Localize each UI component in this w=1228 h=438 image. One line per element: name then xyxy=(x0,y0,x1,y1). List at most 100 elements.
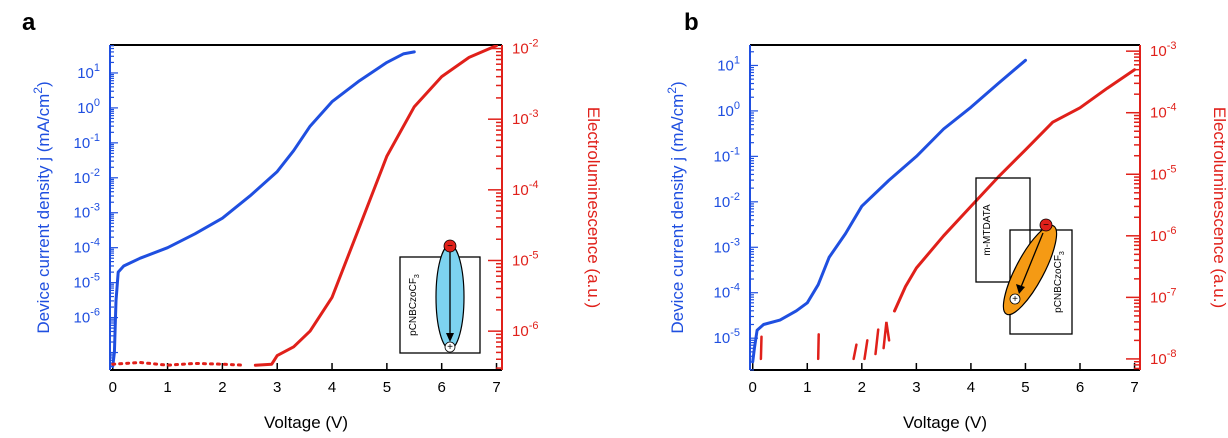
x-tick-label: 1 xyxy=(803,379,811,396)
axis-title-superscript: 2 xyxy=(31,87,45,94)
left-tick-label: 10-3 xyxy=(74,202,100,222)
tick-base: 10 xyxy=(74,310,91,327)
tick-base: 10 xyxy=(77,65,94,82)
electron-symbol: − xyxy=(447,241,453,252)
right-tick-label: 10-3 xyxy=(512,108,538,128)
x-axis-title: Voltage (V) xyxy=(903,413,987,432)
x-tick-label: 5 xyxy=(1021,379,1029,396)
noise-segment xyxy=(863,339,869,361)
left-tick-label: 10-4 xyxy=(714,282,740,302)
axis-title-end: ) xyxy=(668,81,687,87)
tick-base: 10 xyxy=(512,323,529,340)
x-tick-label: 7 xyxy=(492,379,500,396)
tick-base: 10 xyxy=(1150,228,1167,245)
right-tick-label: 10-5 xyxy=(1150,163,1176,183)
tick-base: 10 xyxy=(74,205,91,222)
tick-exponent: -6 xyxy=(1167,225,1177,237)
right-tick-label: 10-3 xyxy=(1150,40,1176,60)
panel-letter: a xyxy=(22,9,36,36)
tick-exponent: -7 xyxy=(1167,286,1177,298)
right-tick-label: 10-4 xyxy=(512,179,538,199)
electron-icon xyxy=(443,239,457,253)
left-tick-label: 10-6 xyxy=(74,307,100,327)
series-line-right-2 xyxy=(253,45,498,367)
x-tick-label: 4 xyxy=(328,379,336,396)
electron-icon xyxy=(1039,218,1053,232)
tick-base: 10 xyxy=(74,240,91,257)
inset-label-subscript: 3 xyxy=(414,274,421,278)
tick-exponent: -6 xyxy=(90,307,100,319)
tick-exponent: -2 xyxy=(90,167,100,179)
left-tick-label: 10-5 xyxy=(74,272,100,292)
series-line-right-1 xyxy=(111,361,246,367)
tick-exponent: -1 xyxy=(730,145,740,157)
noise-segment xyxy=(759,335,763,361)
tick-exponent: 0 xyxy=(734,100,740,112)
transfer-arrow-line xyxy=(1020,232,1044,288)
noise-segment xyxy=(882,321,891,350)
tick-exponent: -5 xyxy=(730,327,740,339)
x-tick-label: 4 xyxy=(967,379,975,396)
axis-title-end: ) xyxy=(34,81,53,87)
data-layer xyxy=(751,58,1136,364)
tick-exponent: -5 xyxy=(529,249,539,261)
tick-base: 10 xyxy=(74,170,91,187)
tick-base: 10 xyxy=(714,285,731,302)
transfer-arrow-head xyxy=(1016,284,1025,294)
tick-exponent: -3 xyxy=(730,236,740,248)
x-tick-label: 5 xyxy=(383,379,391,396)
noise-segment xyxy=(852,343,858,361)
tick-base: 10 xyxy=(1150,351,1167,368)
donor-label: m-MTDATA xyxy=(982,204,993,256)
inset-box xyxy=(399,256,481,354)
transfer-arrow-head xyxy=(446,333,454,342)
x-tick-label: 0 xyxy=(749,379,757,396)
tick-base: 10 xyxy=(717,103,734,120)
tick-exponent: -3 xyxy=(529,108,539,120)
series-line-left-0 xyxy=(751,58,1027,364)
tick-exponent: -6 xyxy=(529,320,539,332)
axis-title-main: Device current density j (mA/cm xyxy=(34,94,53,334)
x-tick-label: 1 xyxy=(163,379,171,396)
tick-base: 10 xyxy=(1150,166,1167,183)
series-line-right-1 xyxy=(893,68,1136,313)
tick-base: 10 xyxy=(512,41,529,58)
axis-title-main: Device current density j (mA/cm xyxy=(668,94,687,334)
tick-exponent: -4 xyxy=(529,179,539,191)
molecule-inset: − + pCNBCzoCF3 xyxy=(399,239,481,354)
right-tick-label: 10-8 xyxy=(1150,348,1176,368)
right-tick-label: 10-7 xyxy=(1150,286,1176,306)
tick-base: 10 xyxy=(77,100,94,117)
electron-symbol: − xyxy=(1043,220,1049,231)
tick-base: 10 xyxy=(714,148,731,165)
hole-icon xyxy=(1009,293,1021,305)
noise-segment xyxy=(874,328,880,356)
hole-icon xyxy=(444,341,456,353)
tick-base: 10 xyxy=(714,194,731,211)
tick-base: 10 xyxy=(74,275,91,292)
noise-segment xyxy=(816,333,820,361)
x-tick-label: 3 xyxy=(912,379,920,396)
right-tick-label: 10-5 xyxy=(512,249,538,269)
molecule-inset: − + m-MTDATA pCNBCzoCF3 xyxy=(975,177,1073,335)
tick-base: 10 xyxy=(512,111,529,128)
left-tick-label: 10-1 xyxy=(74,132,100,152)
x-tick-label: 2 xyxy=(218,379,226,396)
left-tick-label: 10-5 xyxy=(714,327,740,347)
hole-symbol: + xyxy=(1012,294,1018,305)
tick-base: 10 xyxy=(74,135,91,152)
left-tick-label: 10-4 xyxy=(74,237,100,257)
left-axis-title: Device current density j (mA/cm2) xyxy=(31,81,53,333)
x-tick-label: 6 xyxy=(1076,379,1084,396)
inset-label-main: pCNBCzoCF xyxy=(1053,255,1064,313)
left-axis-title: Device current density j (mA/cm2) xyxy=(665,81,687,333)
tick-exponent: -8 xyxy=(1167,348,1177,360)
inset-label-subscript: 3 xyxy=(1059,251,1066,255)
right-tick-label: 10-2 xyxy=(512,38,538,58)
tick-exponent: -3 xyxy=(1167,40,1177,52)
tick-exponent: -4 xyxy=(1167,102,1177,114)
tick-base: 10 xyxy=(717,57,734,74)
x-tick-label: 6 xyxy=(438,379,446,396)
